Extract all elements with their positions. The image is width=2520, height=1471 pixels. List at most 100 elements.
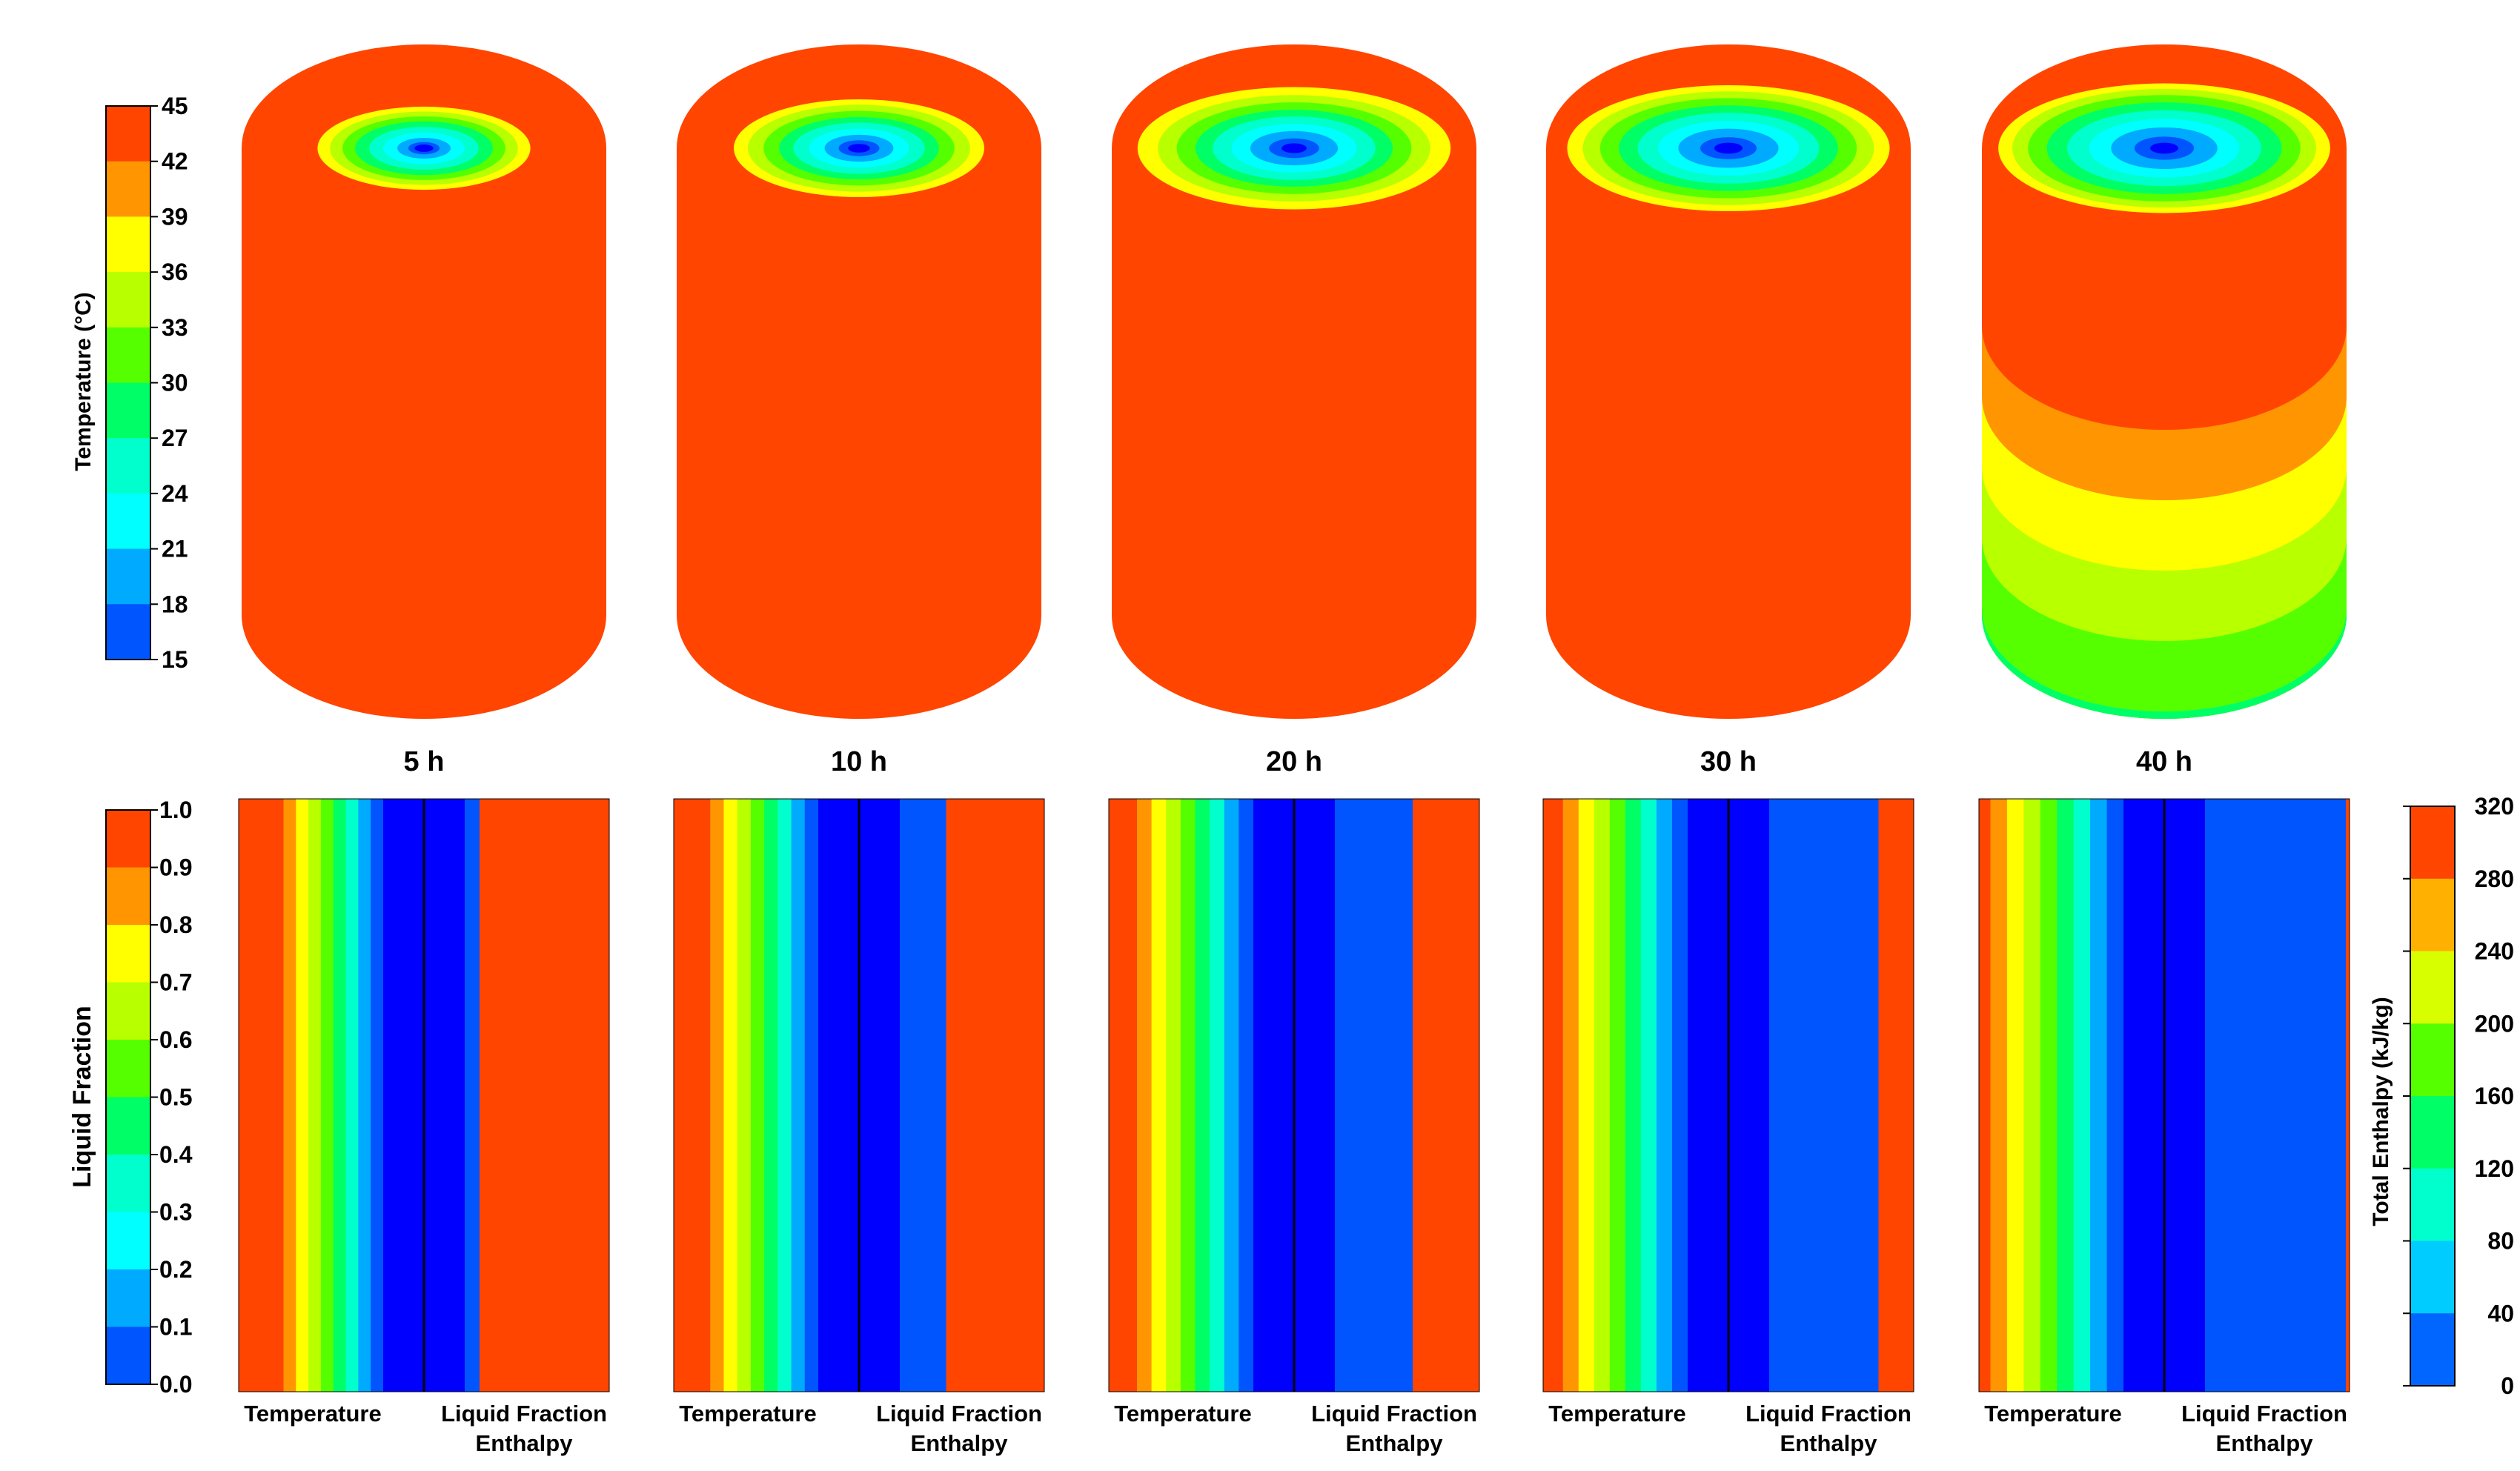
temperature-stripe	[1210, 799, 1225, 1392]
temperature-stripe	[1594, 799, 1611, 1392]
colorbar-segment	[106, 493, 150, 550]
colorbar-tick-label: 30	[162, 370, 188, 396]
colorbar-tick-label: 0.8	[159, 912, 192, 938]
temperature-stripe	[723, 799, 738, 1392]
colorbar-tick-label: 45	[162, 93, 188, 119]
colorbar-tick-label: 0.0	[159, 1371, 192, 1398]
temperature-rings	[317, 106, 531, 190]
cold-core-left	[2123, 799, 2164, 1392]
temperature-stripe	[2023, 799, 2041, 1392]
colorbar-segment	[106, 327, 150, 383]
section-frame	[673, 798, 1045, 1392]
colorbar-segment	[2410, 1241, 2455, 1314]
colorbar-segment	[106, 604, 150, 660]
liquid-fraction-region	[1335, 799, 1413, 1392]
colorbar-segment	[2410, 878, 2455, 952]
liquid-fraction-label: Liquid Fraction	[876, 1401, 1042, 1427]
colorbar-segment	[106, 925, 150, 983]
temperature-stripe	[1578, 799, 1595, 1392]
cold-core-right	[859, 799, 900, 1392]
temperature-stripe	[1609, 799, 1626, 1392]
liquid-fraction-label: Liquid Fraction	[441, 1401, 607, 1427]
enthalpy-label: Enthalpy	[1780, 1430, 1878, 1456]
colorbar-segment	[2410, 951, 2455, 1024]
colorbar-tick-label: 15	[162, 646, 188, 673]
temperature-stripe	[750, 799, 766, 1392]
colorbar-tick-label: 27	[162, 425, 188, 451]
colorbar-tick-label: 80	[2487, 1228, 2514, 1255]
temperature-colorbar	[105, 105, 158, 660]
cross-section	[1978, 798, 2350, 1392]
colorbar-segment	[106, 1155, 150, 1212]
enthalpy-label: Enthalpy	[476, 1430, 574, 1456]
liquid-fraction-label: Liquid Fraction	[1745, 1401, 1911, 1427]
temperature-stripe	[1166, 799, 1181, 1392]
cylinder	[242, 44, 606, 719]
colorbar-tick-label: 0.2	[159, 1256, 192, 1283]
temperature-label: Temperature	[679, 1401, 817, 1427]
temperature-label: Temperature	[1548, 1401, 1686, 1427]
colorbar-segment	[106, 161, 150, 217]
temperature-stripe	[2106, 799, 2124, 1392]
liquid-fraction-region	[1769, 799, 1879, 1392]
colorbar-segment	[106, 438, 150, 494]
colorbar-tick-label: 18	[162, 591, 188, 617]
temperature-stripe	[1990, 799, 2008, 1392]
colorbar-segment	[106, 810, 150, 868]
temperature-ring	[2149, 142, 2179, 154]
temperature-stripe	[1195, 799, 1211, 1392]
liquid-fraction-label: Liquid Fraction	[1311, 1401, 1477, 1427]
temperature-stripe	[333, 799, 347, 1392]
temperature-stripe	[1562, 799, 1579, 1392]
cross-section	[673, 798, 1045, 1392]
colorbar-tick-label: 0	[2501, 1372, 2514, 1399]
temperature-stripe	[1625, 799, 1642, 1392]
temperature-stripe	[2006, 799, 2025, 1392]
time-panels: 5 h Temperature Liquid Fraction Enthalpy 10 …	[238, 44, 2350, 1456]
time-label: 10 h	[831, 746, 887, 777]
liquid-fraction-label: Liquid Fraction	[2181, 1401, 2347, 1427]
colorbar-segment	[106, 867, 150, 926]
cylinder-body	[1112, 148, 1476, 719]
colorbar-tick-label: 1.0	[159, 797, 192, 823]
colorbar-tick-label: 42	[162, 148, 188, 175]
temperature-stripe	[2040, 799, 2058, 1392]
liquid-fraction-colorbar	[105, 809, 158, 1385]
time-label: 20 h	[1266, 746, 1322, 777]
liquid-fraction-legend-title: Liquid Fraction	[68, 1006, 96, 1188]
section-frame	[238, 798, 610, 1392]
colorbar-segment	[106, 216, 150, 273]
colorbar-tick-label: 0.9	[159, 854, 192, 881]
time-label: 5 h	[404, 746, 445, 777]
cold-core-right	[2164, 799, 2205, 1392]
temperature-stripe	[777, 799, 792, 1392]
colorbar-segment	[106, 106, 150, 162]
section-frame	[1108, 798, 1480, 1392]
temperature-stripe	[1180, 799, 1196, 1392]
temperature-label: Temperature	[244, 1401, 382, 1427]
colorbar-segment	[106, 1326, 150, 1385]
temperature-label: Temperature	[1984, 1401, 2122, 1427]
temperature-stripe	[345, 799, 359, 1392]
section-frame	[1978, 798, 2350, 1392]
colorbar-tick-label: 0.4	[159, 1141, 193, 1168]
temperature-stripe	[283, 799, 297, 1392]
temperature-ring	[1281, 143, 1307, 153]
temperature-stripe	[1151, 799, 1167, 1392]
temperature-label: Temperature	[1114, 1401, 1252, 1427]
colorbar-tick-label: 240	[2475, 938, 2514, 965]
temperature-stripe	[791, 799, 806, 1392]
temperature-stripe	[1239, 799, 1254, 1392]
liquid-fraction-region	[465, 799, 480, 1392]
colorbar-segment	[2410, 1313, 2455, 1387]
cross-section	[238, 798, 610, 1392]
colorbar-tick-label: 39	[162, 203, 188, 230]
colorbar-tick-label: 24	[162, 480, 188, 507]
temperature-rings	[734, 99, 984, 197]
liquid-fraction-region	[2205, 799, 2346, 1392]
temperature-stripe	[2057, 799, 2075, 1392]
cylinder	[677, 44, 1041, 719]
temperature-legend-title: Temperature (°C)	[71, 292, 96, 471]
liquid-fraction-tick-labels: 1.0 0.9 0.8 0.7 0.6 0.5 0.4 0.3 0.2 0.1 0.0	[159, 797, 193, 1398]
enthalpy-label: Enthalpy	[911, 1430, 1009, 1456]
